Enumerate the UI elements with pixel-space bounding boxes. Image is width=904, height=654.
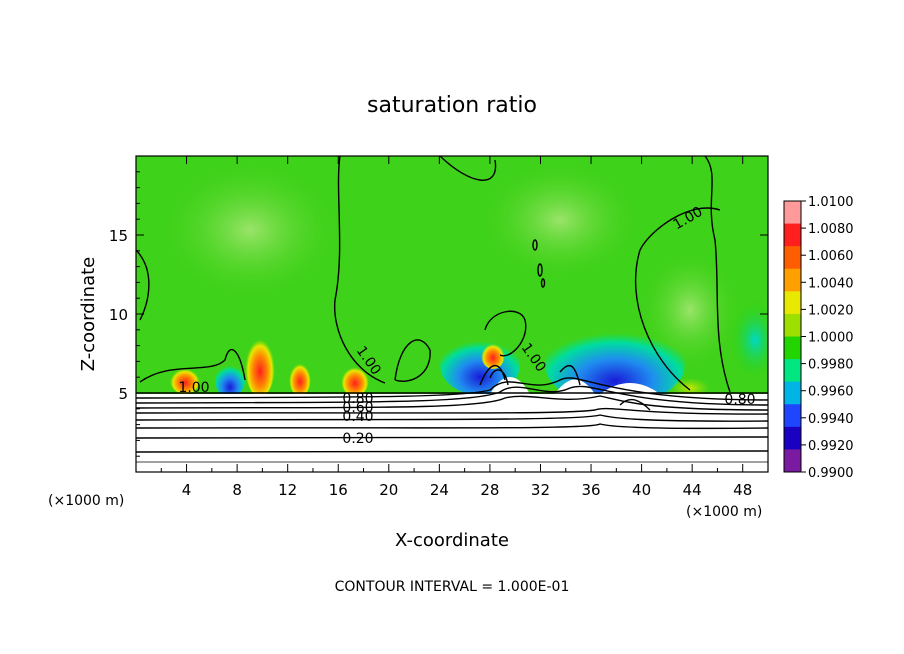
colorbar-swatch: [784, 246, 801, 270]
colorbar-swatch: [784, 201, 801, 225]
colorbar-swatch: [784, 291, 801, 315]
colorbar-label: 1.0000: [808, 331, 854, 346]
x-axis-label: X-coordinate: [395, 530, 509, 551]
colorbar: 1.0100 1.0080 1.0060 1.0040 1.0020 1.0000 0.99…: [783, 195, 854, 481]
colorbar-label: 1.0080: [808, 222, 854, 237]
colorbar-swatch: [784, 223, 801, 247]
contour-label: 0.40: [342, 409, 373, 425]
contour-label: 1.00: [178, 380, 209, 396]
x-tick-label: 40: [632, 481, 651, 499]
colorbar-label: 1.0040: [808, 276, 854, 291]
x-tick-label: 12: [278, 481, 297, 499]
chart-title: saturation ratio: [367, 93, 537, 118]
y-tick-label: 5: [118, 385, 128, 403]
x-tick-label: 32: [531, 481, 550, 499]
x-tick-label: 44: [683, 481, 702, 499]
colorbar-swatch: [784, 426, 801, 450]
y-tick-label: 15: [109, 227, 128, 245]
x-tick-label: 24: [430, 481, 449, 499]
contour-interval-note: CONTOUR INTERVAL = 1.000E-01: [335, 579, 570, 595]
contour-label: 0.20: [342, 431, 373, 447]
x-axis-unit: (×1000 m): [686, 504, 762, 520]
moist-plume-8km: [245, 333, 275, 397]
colorbar-label: 0.9960: [808, 385, 854, 400]
contour-label: 0.60: [342, 400, 373, 416]
contour-lines: [136, 156, 768, 463]
x-tick-label: 28: [480, 481, 499, 499]
colorbar-label: 1.0020: [808, 303, 854, 318]
contour-label: 0.80: [342, 391, 373, 407]
plot-field: 1.00 1.00 1.00 1.00 0.80 0.80 0.60 0.40 …: [136, 156, 768, 472]
colorbar-label: 1.0100: [808, 195, 854, 210]
y-axis-unit: (×1000 m): [48, 493, 124, 509]
colorbar-label: 0.9920: [808, 439, 854, 454]
colorbar-swatch: [784, 449, 801, 473]
x-tick-label: 36: [581, 481, 600, 499]
colorbar-swatch: [784, 313, 801, 337]
x-tick-label: 8: [232, 481, 242, 499]
x-tick-label: 20: [379, 481, 398, 499]
colorbar-label: 0.9900: [808, 466, 854, 481]
y-axis: 5 10 15: [109, 171, 768, 457]
colorbar-swatch: [784, 359, 801, 383]
colorbar-label: 1.0060: [808, 249, 854, 264]
colorbar-swatch: [784, 404, 801, 428]
contour-label: 0.80: [724, 392, 755, 408]
x-tick-label: 4: [182, 481, 192, 499]
contour-line-1-00-a: [333, 156, 386, 384]
colorbar-swatch: [784, 336, 801, 360]
x-axis: 4 8 12 16 20 24 28 32 36 40 44 48: [160, 156, 752, 499]
colorbar-label: 0.9980: [808, 358, 854, 373]
colorbar-label: 0.9940: [808, 412, 854, 427]
y-axis-label: Z-coordinate: [78, 257, 99, 372]
colorbar-swatch: [784, 381, 801, 405]
x-tick-label: 16: [329, 481, 348, 499]
colorbar-swatch: [784, 268, 801, 292]
x-tick-label: 48: [733, 481, 752, 499]
y-tick-label: 10: [109, 306, 128, 324]
